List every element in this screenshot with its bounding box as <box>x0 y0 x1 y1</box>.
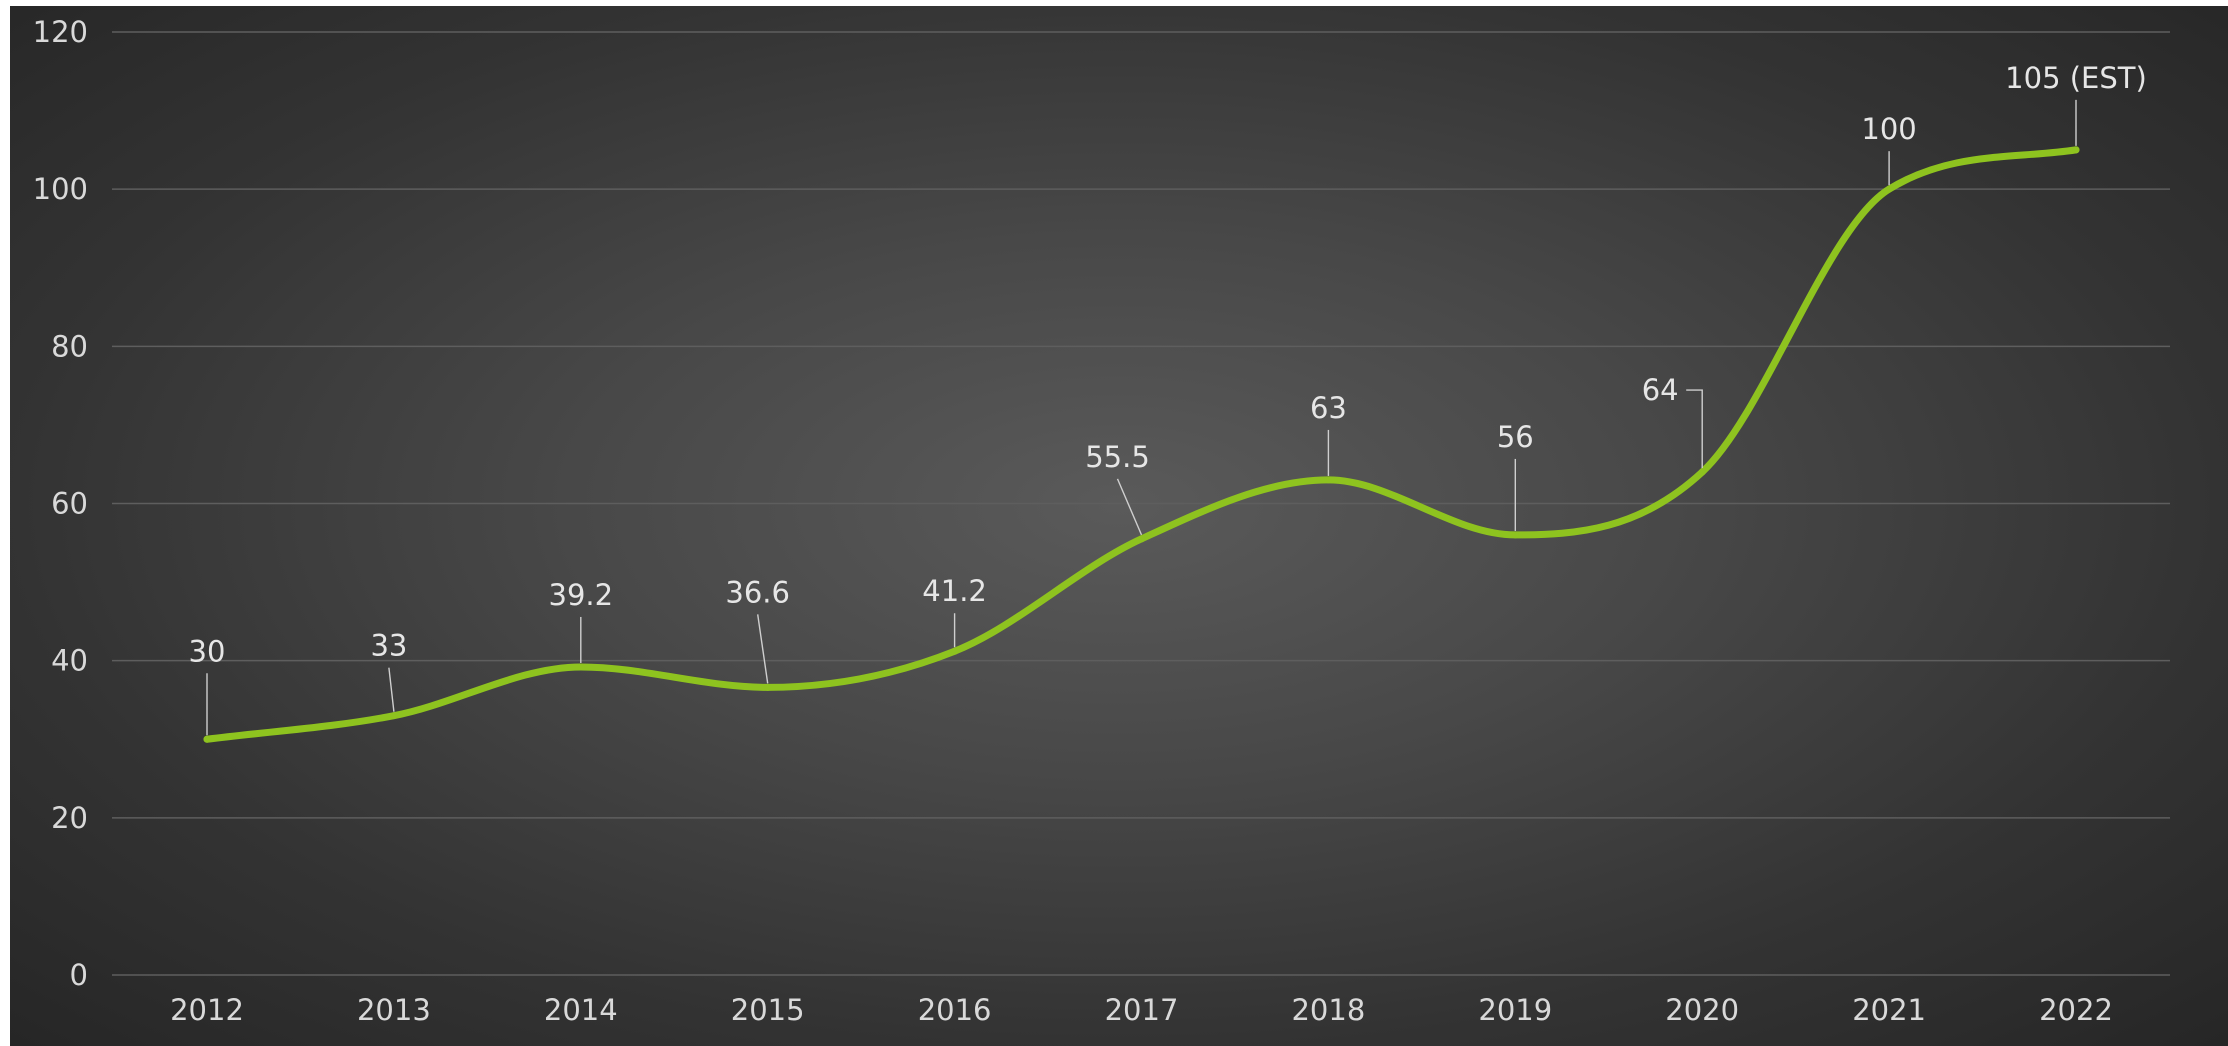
data-label: 63 <box>1310 391 1347 425</box>
y-tick-label: 120 <box>33 15 88 49</box>
y-tick-label: 80 <box>51 329 88 363</box>
x-tick-label: 2022 <box>2039 993 2113 1027</box>
y-tick-label: 20 <box>51 801 88 835</box>
x-tick-label: 2014 <box>544 993 618 1027</box>
data-label-leader <box>757 614 769 684</box>
x-tick-label: 2020 <box>1665 993 1739 1027</box>
data-label: 39.2 <box>549 578 614 612</box>
data-label-leader <box>1116 478 1143 536</box>
data-point <box>203 735 211 743</box>
data-label-leader <box>1686 389 1703 469</box>
data-point <box>390 712 398 720</box>
x-axis-tick-labels: 2012 2013 2014 2015 2016 2017 2018 2019 2020 2021… <box>170 993 2113 1027</box>
x-tick-label: 2013 <box>357 993 431 1027</box>
x-tick-label: 2016 <box>918 993 992 1027</box>
y-axis-tick-labels: 0 20 40 60 80 100 120 <box>33 15 88 992</box>
data-point <box>1698 468 1706 476</box>
data-label: 55.5 <box>1085 440 1150 474</box>
x-tick-label: 2017 <box>1105 993 1179 1027</box>
data-label: 36.6 <box>725 575 790 609</box>
y-tick-label: 100 <box>33 172 88 206</box>
data-label: 33 <box>370 629 407 663</box>
data-point <box>951 647 959 655</box>
y-tick-label: 0 <box>70 958 88 992</box>
data-label: 30 <box>189 634 226 668</box>
gridlines <box>112 31 2170 976</box>
x-tick-label: 2012 <box>170 993 244 1027</box>
data-label: 105 (EST) <box>2005 61 2147 95</box>
data-point <box>577 663 585 671</box>
data-label: 100 <box>1861 112 1916 146</box>
y-tick-label: 40 <box>51 644 88 678</box>
data-point <box>2072 146 2080 154</box>
data-labels: 30 33 39.2 36.6 41.2 55.5 63 56 64 100 105 (EST) <box>189 61 2147 736</box>
data-label: 56 <box>1497 420 1534 454</box>
data-point <box>1324 476 1332 484</box>
data-label-leader <box>388 667 395 712</box>
data-point <box>1511 531 1519 539</box>
data-label: 64 <box>1642 373 1679 407</box>
data-point <box>764 683 772 691</box>
data-label: 41.2 <box>922 574 987 608</box>
x-tick-label: 2015 <box>731 993 805 1027</box>
series-line-group <box>203 146 2080 743</box>
data-point <box>1885 185 1893 193</box>
x-tick-label: 2018 <box>1291 993 1365 1027</box>
chart-background <box>10 6 2228 1046</box>
x-tick-label: 2021 <box>1852 993 1926 1027</box>
data-point <box>1138 535 1145 543</box>
x-tick-label: 2019 <box>1478 993 1552 1027</box>
series-line <box>203 146 2080 743</box>
y-tick-label: 60 <box>51 487 88 521</box>
